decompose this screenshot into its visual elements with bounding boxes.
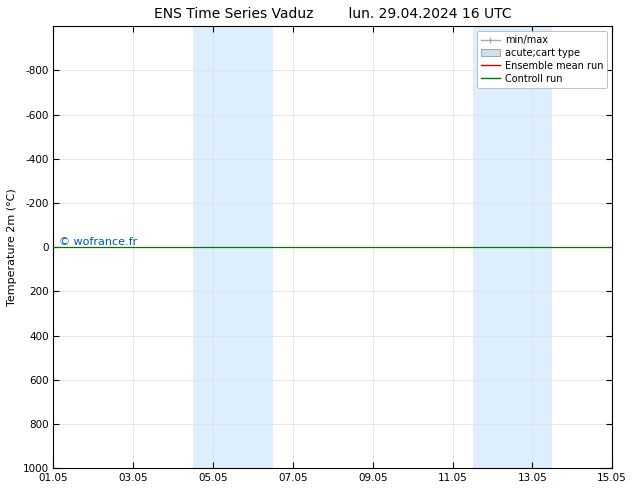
Text: © wofrance.fr: © wofrance.fr [59,237,138,247]
Legend: min/max, acute;cart type, Ensemble mean run, Controll run: min/max, acute;cart type, Ensemble mean … [477,31,607,88]
Bar [472,26,552,468]
Y-axis label: Temperature 2m (°C): Temperature 2m (°C) [7,188,17,306]
Title: ENS Time Series Vaduz        lun. 29.04.2024 16 UTC: ENS Time Series Vaduz lun. 29.04.2024 16… [154,7,512,21]
Bar [193,26,273,468]
